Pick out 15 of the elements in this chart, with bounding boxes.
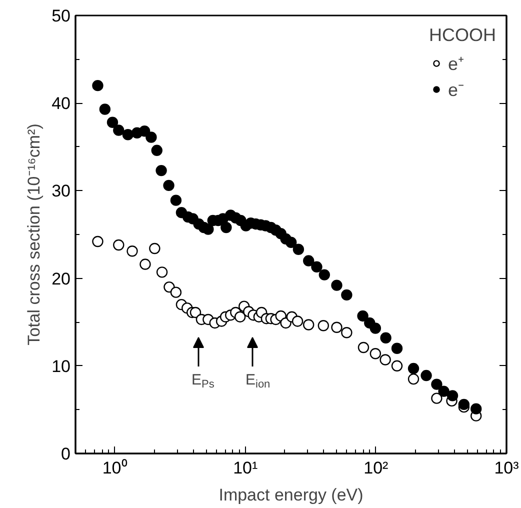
y-tick-label: 10	[52, 356, 71, 376]
x-axis-title: Impact energy (eV)	[218, 486, 364, 504]
legend-label: e⁺	[448, 53, 466, 75]
legend-title: HCOOH	[429, 25, 496, 46]
x-tick-label: 10¹	[233, 458, 258, 478]
x-tick-label: 10²	[364, 458, 389, 478]
y-tick-label: 40	[52, 94, 71, 114]
y-tick-label: 0	[61, 444, 71, 464]
legend-label: e⁻	[448, 79, 466, 101]
y-axis-title: Total cross section (10⁻¹⁶cm²)	[24, 124, 44, 346]
y-tick-label: 50	[52, 6, 71, 26]
x-tick-label: 10³	[494, 458, 520, 478]
x-tick-label: 10⁰	[102, 458, 128, 478]
y-tick-label: 20	[52, 269, 71, 288]
y-tick-label: 30	[52, 182, 71, 201]
